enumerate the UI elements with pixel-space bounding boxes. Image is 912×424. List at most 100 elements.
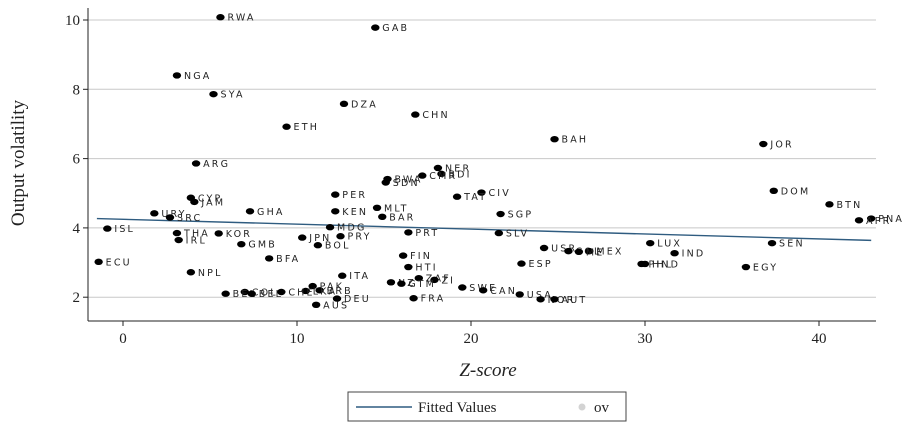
point-label: DZA [351, 99, 378, 110]
point-label: GAB [382, 23, 409, 34]
data-point [398, 252, 408, 259]
point-label: SRC [177, 213, 202, 224]
point-label: JPN [308, 233, 331, 244]
x-ticks: 0 10 20 30 40 [119, 321, 827, 347]
point-label: ETH [294, 122, 320, 133]
point-label: FIN [410, 251, 432, 262]
point-label: ITA [349, 271, 370, 282]
axes [87, 8, 876, 322]
data-point [240, 288, 249, 296]
data-point [585, 247, 594, 255]
point-label: ARG [203, 159, 230, 170]
point-label: ZI [441, 275, 455, 286]
x-tick-label: 30 [638, 331, 653, 347]
point-label: MLT [384, 203, 409, 214]
point-label: GMB [248, 240, 277, 251]
point-label: BFA [276, 254, 300, 265]
data-point [190, 198, 199, 206]
point-label: BAR [389, 212, 415, 223]
data-point [237, 240, 246, 248]
point-label: BWA [394, 175, 422, 186]
point-label: IRL [186, 236, 207, 247]
data-point [404, 229, 413, 236]
point-label: PAK [320, 282, 344, 293]
data-point [381, 179, 390, 186]
point-label: NER [445, 163, 471, 174]
point-label: ESP [528, 259, 552, 270]
point-label: THA [183, 229, 210, 240]
data-point [214, 230, 223, 237]
data-point [313, 242, 323, 249]
data-point [172, 229, 182, 237]
data-point [767, 239, 777, 247]
data-point [452, 193, 462, 200]
point-label: CIV [488, 188, 511, 199]
point-label: BDI [448, 169, 471, 180]
data-point [517, 260, 526, 267]
point-label: KEN [342, 207, 368, 218]
data-point [404, 263, 413, 271]
point-label: NOR [548, 295, 576, 306]
data-point [339, 100, 349, 108]
y-tick-label: 8 [73, 82, 81, 98]
data-point [670, 249, 679, 257]
y-tick-label: 4 [73, 221, 81, 237]
data-point [336, 233, 345, 240]
y-tick-label: 6 [73, 152, 81, 168]
y-tick-label: 2 [73, 290, 81, 306]
x-axis-title: Z-score [459, 360, 516, 381]
data-point [308, 282, 317, 290]
y-tick-label: 10 [65, 13, 80, 29]
point-label: BOL [325, 241, 351, 252]
data-point [458, 284, 467, 291]
data-point [150, 210, 159, 217]
point-label: LKA [313, 286, 337, 297]
point-label: ISL [114, 224, 135, 235]
legend: Fitted Values ov [347, 391, 627, 422]
point-label: CHE [288, 288, 314, 299]
data-point [245, 208, 255, 215]
data-point [277, 288, 286, 296]
point-label: URY [161, 209, 186, 220]
data-point [550, 135, 559, 143]
point-label: MDG [337, 223, 366, 234]
data-point [174, 236, 183, 244]
data-point [386, 279, 396, 286]
data-point [640, 260, 650, 268]
data-point [759, 140, 768, 148]
point-label: SEN [779, 239, 805, 250]
data-point [264, 255, 274, 262]
data-point [414, 274, 423, 282]
point-label: BTN [836, 200, 862, 211]
x-tick-label: 0 [119, 331, 127, 347]
point-label: PER [342, 190, 367, 201]
data-point [94, 258, 103, 266]
point-label: LUX [657, 239, 682, 250]
y-axis-title: Output volatility [8, 99, 29, 226]
data-point [867, 215, 876, 222]
point-label: AUT [562, 295, 588, 306]
point-label: TAT [463, 192, 487, 203]
data-point [574, 248, 584, 256]
y-ticks: 2 4 6 8 10 [65, 13, 88, 306]
point-label: BEL [259, 289, 283, 300]
point-label: PNA [878, 214, 904, 225]
point-label: GTM [408, 279, 436, 290]
data-point [477, 189, 486, 196]
point-label: ECU [106, 257, 132, 268]
data-point [325, 224, 335, 231]
point-label: CAN [490, 286, 517, 297]
data-point [437, 170, 446, 178]
point-label: HND [652, 259, 680, 270]
data-point [515, 291, 524, 298]
point-label: BRB [327, 286, 353, 297]
data-point [372, 204, 382, 212]
data-point [741, 263, 751, 271]
fitted-line [96, 217, 872, 242]
legend-ov-label: ov [594, 400, 610, 416]
data-point [209, 90, 218, 98]
x-tick-label: 10 [290, 331, 305, 347]
point-label: KOR [226, 229, 252, 240]
point-label: SYA [220, 90, 244, 101]
